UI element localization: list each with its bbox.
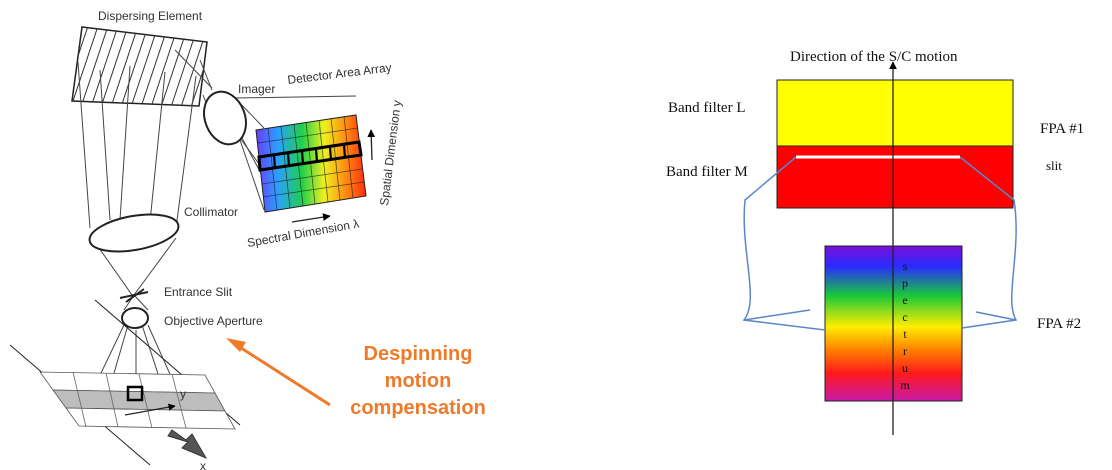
spectrum-letter: s: [903, 259, 908, 273]
label-objective-aperture: Objective Aperture: [164, 314, 263, 328]
label-fpa2: FPA #2: [1037, 316, 1081, 332]
label-spatial-dimension: Spatial Dimension y: [377, 99, 404, 206]
label-fpa1: FPA #1: [1040, 121, 1084, 137]
ground-y-arrow: [124, 403, 176, 416]
imager-lens: [203, 90, 247, 146]
despinning-arrow: [226, 338, 331, 407]
spectrum-letter: e: [902, 293, 907, 307]
bracket-connectors: [742, 156, 1018, 331]
label-entrance-slit: Entrance Slit: [164, 285, 233, 299]
spectrum-letter: u: [902, 361, 908, 375]
annotation-despinning: Despinning: [364, 343, 473, 365]
entrance-slit: [119, 288, 149, 303]
dispersing-element-grating: [71, 26, 208, 107]
annotation-compensation: compensation: [350, 397, 486, 419]
spectrum-letter: c: [902, 310, 907, 324]
label-band-filter-m: Band filter M: [666, 164, 748, 180]
label-collimator: Collimator: [184, 205, 238, 219]
collimator-lens: [88, 213, 180, 253]
label-dispersing-element: Dispersing Element: [98, 9, 203, 23]
label-detector-area-array: Detector Area Array: [287, 60, 393, 87]
spectral-dimension-arrow: [291, 213, 331, 223]
label-band-filter-l: Band filter L: [668, 100, 745, 116]
spectrum-letter: m: [900, 378, 910, 392]
spectrum-letter: p: [902, 276, 908, 290]
label-y-axis: y: [180, 387, 186, 401]
label-slit: slit: [1046, 158, 1062, 173]
spatial-dimension-arrow: [367, 129, 376, 161]
x-direction-arrow: [167, 429, 208, 460]
label-x-axis: x: [200, 459, 206, 470]
detector-area-array: [255, 114, 367, 213]
focal-plane-diagram: s p e c t r u m Direction of the S/C mot…: [666, 49, 1084, 435]
band-filter-l-rect: [776, 79, 1014, 147]
ground-scan-strip: [9, 299, 241, 466]
objective-aperture: [121, 307, 149, 329]
label-imager: Imager: [238, 82, 275, 96]
spectrometer-diagram: Dispersing Element Imager Detector Area …: [9, 9, 486, 470]
spectrum-letter: t: [903, 327, 907, 341]
band-filter-m-rect: [776, 145, 1014, 209]
label-direction-of-motion: Direction of the S/C motion: [790, 49, 958, 65]
label-spectral-dimension: Spectral Dimension λ: [246, 216, 360, 249]
annotation-motion: motion: [385, 370, 452, 392]
spectrum-letter: r: [903, 344, 907, 358]
spectrum-letters: s p e c t r u m: [900, 259, 910, 392]
